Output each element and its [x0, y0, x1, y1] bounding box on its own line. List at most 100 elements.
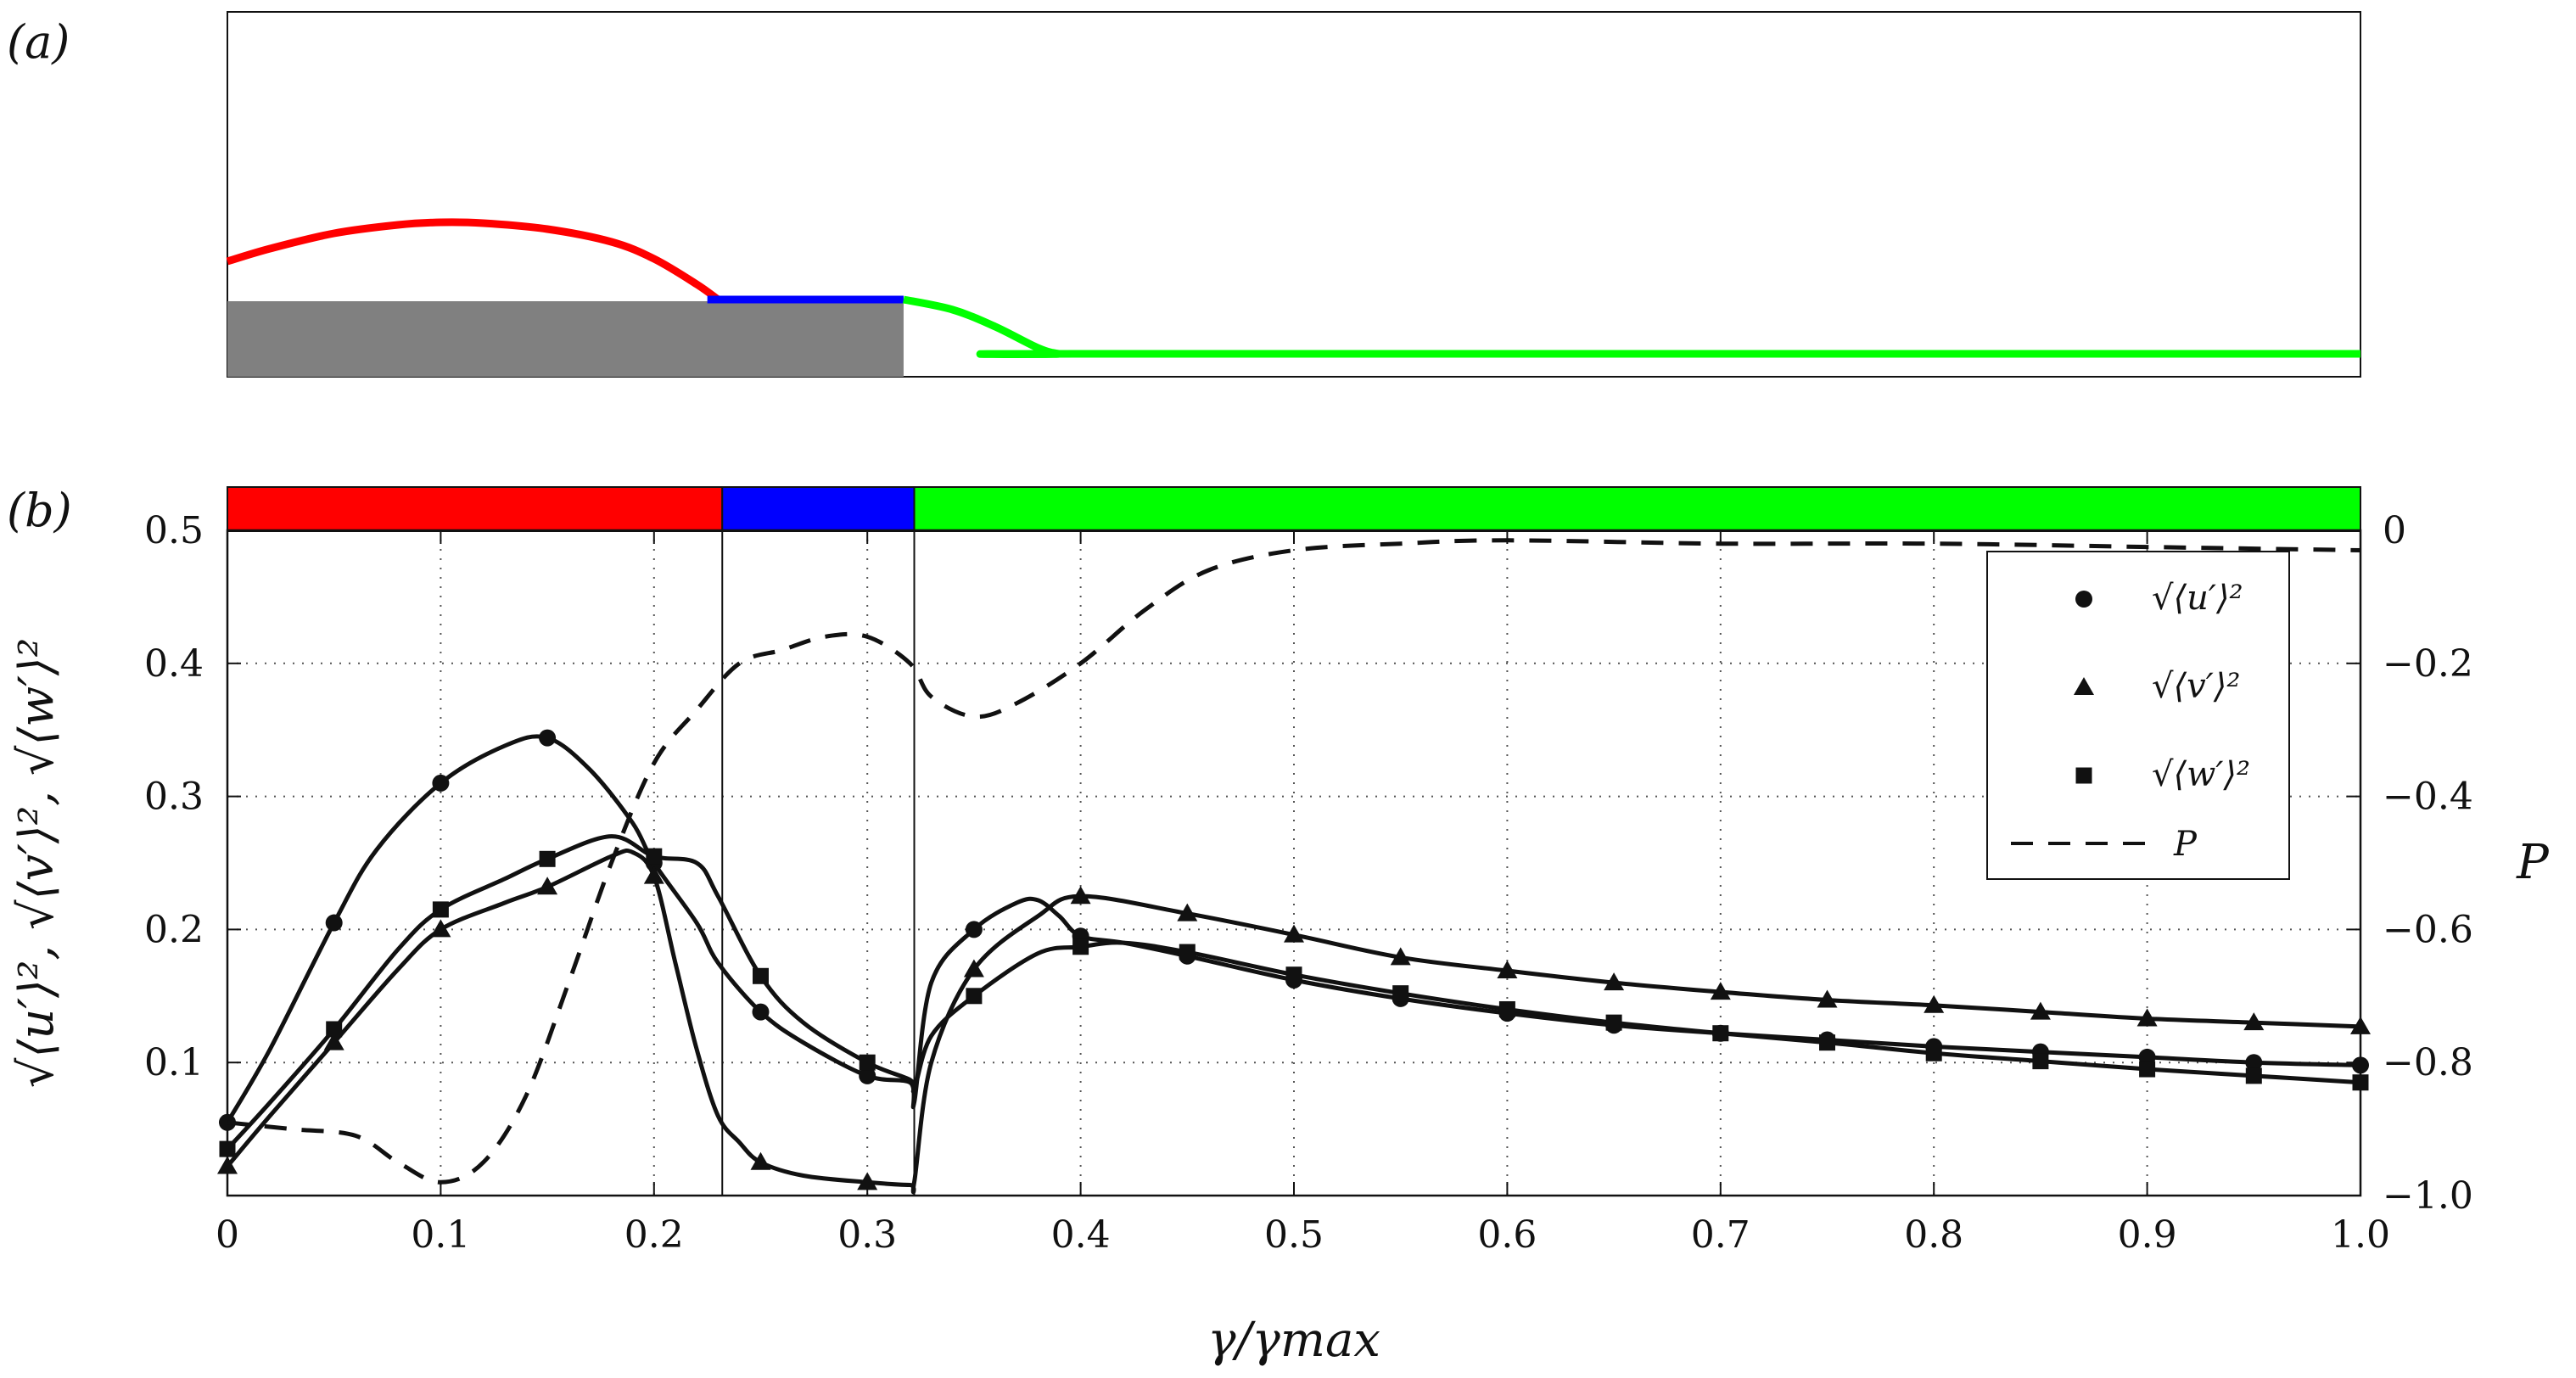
series-w-marker [1179, 944, 1196, 961]
series-w-marker [966, 988, 983, 1005]
y-tick-label-2: 0.3 [144, 776, 204, 819]
series-v-marker [1604, 972, 1625, 991]
legend-label-v: √⟨v′⟩² [2152, 667, 2240, 706]
series-w-marker [753, 967, 769, 984]
y2-tick-label-1: −0.8 [2383, 1041, 2473, 1084]
series-u-marker [325, 914, 343, 932]
x-axis-label: γ/γmax [1207, 1313, 1380, 1368]
series-v-marker [750, 1151, 771, 1170]
series-w-marker [2032, 1053, 2049, 1070]
x-tick-label-0: 0 [216, 1213, 239, 1257]
y2-tick-label-4: −0.2 [2383, 642, 2473, 686]
series-v-line [226, 848, 2361, 1195]
region-bar-segment-2 [721, 486, 916, 532]
legend-box [1986, 551, 2290, 880]
wall-block [227, 301, 904, 377]
series-w-marker [539, 850, 556, 867]
series-p [227, 538, 2361, 1185]
series-v-marker [1710, 982, 1731, 1000]
y-tick-label-3: 0.4 [144, 642, 204, 686]
series-u-marker [2245, 1054, 2263, 1072]
series-w-marker [432, 901, 449, 918]
region-boundaries [721, 530, 916, 1196]
series-v-marker [2243, 1012, 2265, 1031]
series-p-line [227, 538, 2361, 1185]
x-tick-label-1: 0.1 [411, 1213, 470, 1257]
series-w [219, 834, 2369, 1157]
x-tick-label-9: 0.9 [2118, 1213, 2177, 1257]
series-v-marker [1284, 924, 1304, 943]
y2-axis-label: P [2516, 835, 2550, 890]
series-w-marker [1392, 985, 1409, 1002]
region-bar-segment-1 [227, 486, 724, 532]
series-v-marker [537, 877, 558, 895]
green-interface-curve [903, 295, 2360, 359]
series-w-marker [2139, 1061, 2156, 1078]
y-axis-label: √⟨u′⟩², √⟨v′⟩², √⟨w′⟩² [9, 638, 64, 1088]
series-w-marker [326, 1021, 343, 1038]
series-v-marker [217, 1156, 238, 1174]
x-tick-label-3: 0.3 [837, 1213, 897, 1257]
series-w-marker [1072, 938, 1089, 955]
series-w-marker [219, 1140, 236, 1157]
series-w-marker [2352, 1074, 2369, 1091]
y-ticks: 0.1 0.2 0.3 0.4 0.5 [144, 509, 241, 1084]
y2-tick-label-5: 0 [2383, 509, 2406, 552]
series-u-marker [539, 729, 557, 747]
series-u-marker [219, 1113, 236, 1131]
series-v-marker [2350, 1016, 2371, 1034]
x-tick-label-2: 0.2 [624, 1213, 684, 1257]
series-u-marker [2352, 1056, 2369, 1074]
series-w-marker [1605, 1014, 1622, 1031]
region-bar [227, 486, 2361, 532]
series-v-marker [963, 959, 984, 977]
panel-a-label: (a) [7, 15, 70, 69]
series-w-line [226, 834, 2361, 1151]
panel-b-chart: 0 0.1 0.2 0.3 0.4 0.5 0.6 0.7 0.8 0.9 1.0 0.10.20.… [9, 486, 2550, 1368]
series-v-marker [1497, 961, 1518, 979]
y-tick-label-0: 0.1 [144, 1041, 204, 1084]
series-v-marker [323, 1032, 344, 1050]
series-v [217, 848, 2371, 1195]
legend-marker-w [2075, 767, 2092, 784]
x-tick-label-7: 0.7 [1691, 1213, 1750, 1257]
series-v-marker [1924, 994, 1945, 1013]
series-w-marker [1498, 1000, 1515, 1017]
series-w-marker [1819, 1034, 1835, 1051]
series-w-marker [859, 1054, 876, 1071]
x-tick-label-6: 0.6 [1477, 1213, 1537, 1257]
x-tick-label-10: 1.0 [2331, 1213, 2390, 1257]
series-v-marker [1390, 947, 1411, 966]
series-layer [217, 538, 2371, 1195]
series-u-marker [965, 921, 983, 938]
series-v-marker [857, 1172, 878, 1190]
x-ticks: 0 0.1 0.2 0.3 0.4 0.5 0.6 0.7 0.8 0.9 1.0 [216, 530, 2390, 1257]
x-tick-label-4: 0.4 [1051, 1213, 1111, 1257]
grid [227, 530, 2360, 1196]
series-w-marker [1925, 1045, 1942, 1062]
region-bar-segment-3 [913, 486, 2361, 532]
series-w-marker [1712, 1025, 1729, 1042]
series-w-marker [1285, 966, 1302, 983]
series-v-marker [2136, 1008, 2158, 1027]
legend-marker-v [2074, 677, 2094, 695]
series-v-marker [430, 919, 451, 938]
x-tick-label-5: 0.5 [1264, 1213, 1324, 1257]
series-v-marker [643, 865, 664, 884]
y2-tick-label-2: −0.6 [2383, 908, 2473, 951]
y2-ticks: −1.0 −0.8 −0.6 −0.4 −0.2 0 [2347, 509, 2473, 1218]
y-tick-label-4: 0.5 [144, 509, 204, 552]
legend-label-u: √⟨u′⟩² [2152, 579, 2243, 618]
legend-label-p: P [2173, 825, 2198, 864]
y-tick-label-1: 0.2 [144, 908, 204, 951]
legend: √⟨u′⟩² √⟨v′⟩² √⟨w′⟩² P [1986, 551, 2290, 880]
legend-marker-u [2075, 591, 2092, 608]
x-tick-label-8: 0.8 [1904, 1213, 1963, 1257]
series-v-marker [1817, 989, 1838, 1008]
series-v-marker [2030, 1001, 2051, 1020]
series-v-marker [1070, 886, 1091, 905]
panel-b-label: (b) [7, 484, 72, 537]
panel-a-schematic [226, 11, 2361, 378]
series-u-marker [859, 1067, 876, 1084]
